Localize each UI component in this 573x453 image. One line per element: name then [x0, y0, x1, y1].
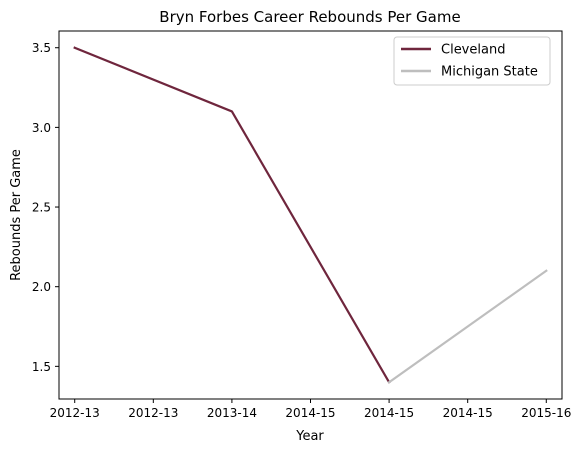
legend: Cleveland Michigan State [393, 36, 551, 86]
y-axis-label: Rebounds Per Game [9, 149, 24, 281]
x-tick-label: 2014-15 [285, 406, 335, 420]
y-tick-label: 2.5 [32, 201, 51, 215]
x-axis-label: Year [295, 429, 324, 444]
legend-label-cleveland: Cleveland [441, 43, 505, 58]
x-tick-label: 2014-15 [364, 406, 414, 420]
series-line-michigan-state [387, 269, 548, 384]
plot-frame [58, 30, 563, 400]
x-tick-label: 2012-13 [128, 406, 178, 420]
x-axis-ticks: 2012-13 2012-13 2013-14 2014-15 2014-15 2014-… [50, 399, 571, 420]
x-tick-label: 2014-15 [443, 406, 493, 420]
plot-area [58, 30, 563, 400]
x-tick-label: 2013-14 [207, 406, 257, 420]
series-line-cleveland [73, 46, 391, 384]
y-tick-label: 3.5 [32, 41, 51, 55]
legend-box [393, 36, 551, 86]
x-tick-label: 2015-16 [521, 406, 571, 420]
legend-label-michigan-state: Michigan State [441, 65, 538, 80]
y-tick-label: 3.0 [32, 121, 51, 135]
chart-title: Bryn Forbes Career Rebounds Per Game [159, 8, 460, 26]
series-lines [73, 46, 548, 384]
y-tick-label: 2.0 [32, 280, 51, 294]
y-axis-ticks: 1.5 2.0 2.5 3.0 3.5 [32, 41, 59, 374]
x-tick-label: 2012-13 [50, 406, 100, 420]
y-tick-label: 1.5 [32, 360, 51, 374]
